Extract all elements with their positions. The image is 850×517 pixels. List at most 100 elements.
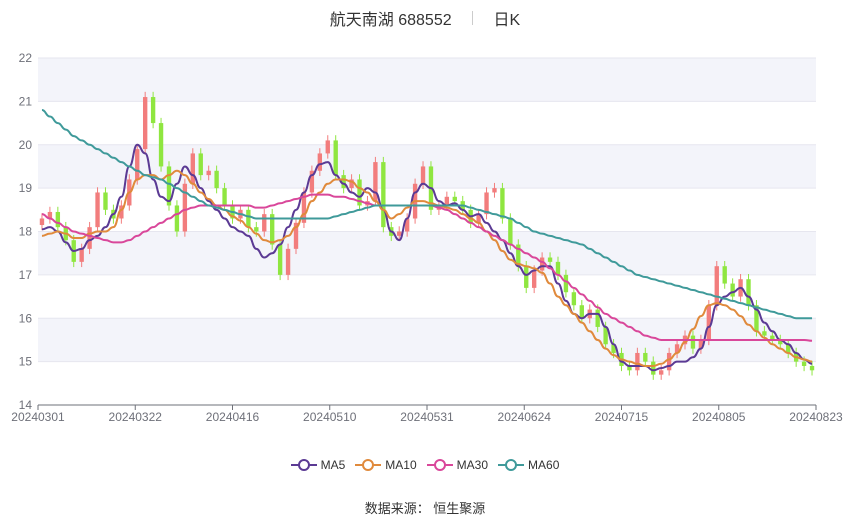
candle-body [476, 214, 481, 223]
chart-title: 航天南湖 688552 日K [0, 6, 850, 29]
candle-body [119, 205, 124, 219]
y-tick-label: 16 [19, 311, 33, 325]
legend-label: MA5 [320, 458, 346, 472]
x-tick-label: 20240416 [206, 410, 260, 424]
legend-dot [297, 459, 310, 471]
candle-body [39, 218, 45, 225]
candle-body [381, 162, 386, 228]
candle-body [746, 279, 751, 306]
candle-body [444, 196, 450, 206]
candle-body [158, 123, 164, 167]
candle-body [55, 211, 61, 228]
x-tick-label: 20240805 [692, 410, 746, 424]
candle-body [801, 361, 807, 366]
candle-body [404, 218, 410, 232]
candle-body [627, 365, 632, 371]
candle-body [150, 97, 156, 124]
candle-body [198, 153, 203, 176]
candle-body [722, 266, 727, 284]
candle-body [214, 170, 219, 189]
candle-body [174, 205, 180, 232]
legend-label: MA30 [456, 458, 489, 472]
candle-body [690, 335, 696, 349]
candle-body [301, 192, 307, 223]
legend-item-ma60[interactable]: MA60 [498, 458, 559, 472]
y-tick-label: 15 [19, 355, 33, 369]
candle-body [786, 344, 791, 353]
candle-body [730, 283, 735, 297]
candle-body [674, 344, 680, 353]
x-tick-label: 20240823 [789, 410, 843, 424]
legend-label: MA60 [528, 458, 560, 472]
candle-body [397, 231, 402, 236]
x-tick-label: 20240624 [498, 410, 552, 424]
x-tick-label: 20240510 [303, 410, 357, 424]
x-tick-label: 20240322 [109, 410, 163, 424]
candle-body [508, 218, 513, 245]
candle-body [277, 244, 283, 275]
candle-body [516, 244, 521, 267]
candle-body [555, 261, 561, 275]
candle-body [595, 309, 600, 327]
candle-body [254, 227, 259, 232]
candle-body [706, 305, 712, 340]
legend-item-ma30[interactable]: MA30 [426, 458, 489, 472]
legend-label: MA10 [385, 458, 417, 472]
x-tick-label: 20240531 [400, 410, 454, 424]
candle-body [778, 339, 783, 345]
candle-body [420, 166, 426, 184]
legend-swatch [426, 458, 453, 472]
candle-body [547, 257, 553, 262]
candle-body [325, 140, 330, 154]
ma-line-ma5 [41, 143, 813, 372]
candle-body [166, 166, 172, 206]
legend-item-ma5[interactable]: MA5 [290, 458, 346, 472]
candle-body [270, 214, 275, 245]
candle-body [714, 266, 719, 306]
kline-chart[interactable]: 14 15 16 17 18 19 20 21 22 20240301 20240322 202404… [0, 0, 850, 440]
candle-body [603, 326, 608, 345]
chart-legend: MA5 MA10 MA30 MA60 [0, 458, 850, 475]
candle-body [222, 188, 227, 206]
legend-item-ma10[interactable]: MA10 [355, 458, 417, 472]
x-tick-label: 20240715 [595, 410, 649, 424]
legend-dot [362, 459, 375, 471]
period-label[interactable]: 日K [493, 12, 521, 29]
legend-swatch [498, 458, 525, 472]
grid-band [38, 58, 816, 102]
candle-body [754, 305, 759, 332]
candle-body [357, 179, 362, 206]
candle-body [95, 192, 100, 228]
candle-body [206, 170, 211, 176]
candle-body [659, 370, 664, 375]
y-tick-label: 20 [19, 138, 33, 152]
candle-body [666, 352, 672, 371]
candle-body [262, 214, 267, 232]
candle-body [698, 339, 704, 349]
title-divider [472, 11, 474, 25]
candle-body [484, 192, 489, 215]
y-tick-label: 22 [19, 51, 33, 65]
candle-body [531, 270, 537, 288]
legend-swatch [290, 458, 317, 472]
candle-body [341, 175, 346, 189]
candle-body [524, 266, 529, 288]
candle-body [611, 344, 616, 353]
candle-body [762, 331, 767, 336]
stock-title: 航天南湖 688552 [329, 12, 452, 29]
ma-line-ma10 [41, 169, 813, 367]
candle-body [135, 149, 140, 180]
candle-body [293, 222, 299, 249]
candle-body [190, 153, 195, 184]
candle-body [500, 188, 505, 219]
candle-body [87, 227, 92, 249]
candle-body [317, 153, 323, 171]
candle-body [539, 257, 545, 271]
candle-body [651, 361, 656, 375]
y-tick-label: 17 [19, 268, 33, 282]
candle-body [563, 274, 569, 293]
grid-band [38, 231, 816, 275]
candle-body [452, 196, 457, 202]
candle-body [643, 352, 648, 362]
y-tick-label: 19 [19, 181, 33, 195]
